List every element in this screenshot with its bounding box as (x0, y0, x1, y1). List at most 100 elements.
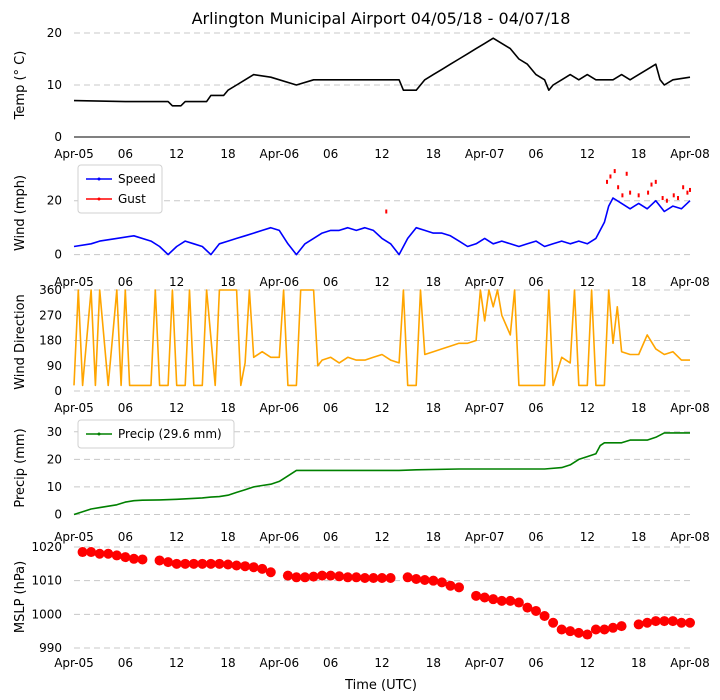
wind-gust-point (637, 193, 640, 198)
mslp-point (488, 594, 499, 605)
temp-x-tick-label: 12 (374, 147, 389, 161)
direction-x-tick-label: Apr-06 (260, 401, 300, 415)
mslp-point (676, 617, 687, 628)
precip-x-tick-label: Apr-06 (260, 530, 300, 544)
panel-temp: 0 10 20 Temp (° C) Apr-05 06 12 18 Apr-06 06 12 18 A… (13, 26, 710, 161)
mslp-point (205, 558, 216, 569)
direction-x-tick-label: 18 (426, 401, 441, 415)
direction-series-direction (73, 289, 690, 387)
wind-x-tick-label: 18 (220, 275, 235, 289)
mslp-point (667, 616, 678, 627)
mslp-point (642, 617, 653, 628)
mslp-x-tick-label: Apr-05 (54, 656, 94, 670)
mslp-x-tick-label: 06 (323, 656, 338, 670)
mslp-point (282, 570, 293, 581)
precip-y-axis-label: Precip (mm) (13, 428, 28, 507)
precip-x-tick-label: 06 (118, 530, 133, 544)
mslp-point (368, 572, 379, 583)
mslp-point (608, 622, 618, 633)
mslp-point (402, 572, 413, 583)
temp-x-tick-label: 12 (580, 147, 595, 161)
wind-gust-point (621, 193, 624, 198)
x-axis-label: Time (UTC) (344, 678, 417, 693)
mslp-x-tick-label: 18 (426, 656, 441, 670)
mslp-point (240, 561, 251, 572)
wind-x-tick-label: Apr-05 (54, 275, 94, 289)
precip-legend-label: Precip (29.6 mm) (118, 427, 222, 441)
mslp-point (188, 558, 199, 569)
precip-legend-marker (97, 432, 101, 436)
wind-x-tick-label: 06 (323, 275, 338, 289)
wind-x-tick-label: 06 (118, 275, 133, 289)
wind-gust-point (617, 185, 620, 190)
mslp-point (556, 624, 567, 635)
mslp-point (385, 572, 396, 583)
wind-x-tick-label: Apr-06 (260, 275, 300, 289)
precip-legend-box (77, 419, 235, 449)
wind-y-tick-label: 0 (54, 248, 62, 262)
mslp-point (436, 577, 447, 588)
temp-x-tick-label: 18 (631, 147, 646, 161)
wind-gust-point (677, 196, 680, 201)
mslp-point (111, 550, 122, 561)
precip-x-tick-label: 12 (580, 530, 595, 544)
precip-y-tick-label: 10 (47, 480, 62, 494)
precip-x-tick-label: 18 (631, 530, 646, 544)
mslp-point (171, 558, 182, 569)
direction-y-tick-label: 0 (54, 384, 62, 398)
wind-y-tick-label: 20 (47, 194, 62, 208)
mslp-point (582, 629, 593, 640)
wind-gust-point (682, 185, 685, 190)
direction-y-tick-label: 90 (47, 359, 62, 373)
mslp-point (573, 627, 584, 638)
mslp-point (419, 574, 430, 585)
mslp-point (445, 580, 456, 591)
wind-gust-point (613, 169, 616, 174)
temp-x-tick-label: 18 (426, 147, 441, 161)
mslp-point (590, 624, 601, 635)
mslp-y-tick-label: 1020 (31, 540, 62, 554)
mslp-point (120, 552, 131, 563)
wind-legend: Speed Gust (77, 164, 163, 214)
mslp-point (377, 572, 387, 583)
temp-x-tick-label: Apr-05 (54, 147, 94, 161)
mslp-point (197, 558, 208, 569)
mslp-point (248, 562, 259, 573)
mslp-y-tick-label: 1010 (31, 574, 62, 588)
mslp-x-tick-label: 18 (631, 656, 646, 670)
mslp-x-tick-label: 06 (528, 656, 543, 670)
direction-x-tick-label: 06 (323, 401, 338, 415)
temp-y-tick-label: 10 (47, 78, 62, 92)
wind-gust-point (647, 190, 650, 195)
mslp-point (351, 572, 362, 583)
temp-x-tick-label: 18 (220, 147, 235, 161)
chart-title: Arlington Municipal Airport 04/05/18 - 0… (192, 9, 571, 28)
wind-gust-point (609, 174, 612, 179)
mslp-point (180, 558, 191, 569)
wind-legend-label: Gust (118, 192, 146, 206)
mslp-x-tick-label: Apr-06 (260, 656, 300, 670)
precip-y-tick-label: 20 (47, 452, 62, 466)
direction-y-tick-label: 360 (39, 283, 62, 297)
wind-gust-point (686, 190, 689, 195)
direction-x-tick-label: 18 (631, 401, 646, 415)
mslp-point (479, 592, 490, 603)
wind-x-tick-label: 18 (631, 275, 646, 289)
temp-x-tick-label: 12 (169, 147, 184, 161)
mslp-point (231, 560, 242, 571)
precip-y-tick-label: 0 (54, 507, 62, 521)
temp-x-tick-label: Apr-06 (260, 147, 300, 161)
mslp-point (496, 595, 507, 606)
mslp-point (137, 554, 148, 565)
temp-x-tick-label: 06 (118, 147, 133, 161)
mslp-point (103, 548, 114, 559)
mslp-point (685, 617, 695, 628)
direction-y-tick-label: 270 (39, 308, 62, 322)
wind-gust-point (629, 190, 632, 195)
direction-x-tick-label: 12 (580, 401, 595, 415)
precip-x-tick-label: 06 (528, 530, 543, 544)
temp-y-tick-label: 0 (54, 130, 62, 144)
temp-x-tick-label: Apr-07 (465, 147, 505, 161)
